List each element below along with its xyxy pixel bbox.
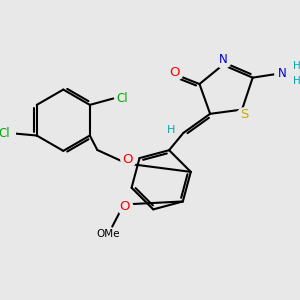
Text: N: N (278, 67, 287, 80)
Text: N: N (218, 53, 227, 66)
Text: H: H (167, 124, 176, 135)
Text: O: O (123, 153, 133, 166)
Text: H: H (293, 61, 300, 71)
Text: OMe: OMe (96, 229, 120, 239)
Text: Cl: Cl (117, 92, 128, 105)
Text: Cl: Cl (0, 127, 10, 140)
Text: O: O (169, 66, 180, 79)
Text: O: O (119, 200, 130, 213)
Text: H: H (293, 76, 300, 86)
Text: S: S (240, 108, 248, 121)
